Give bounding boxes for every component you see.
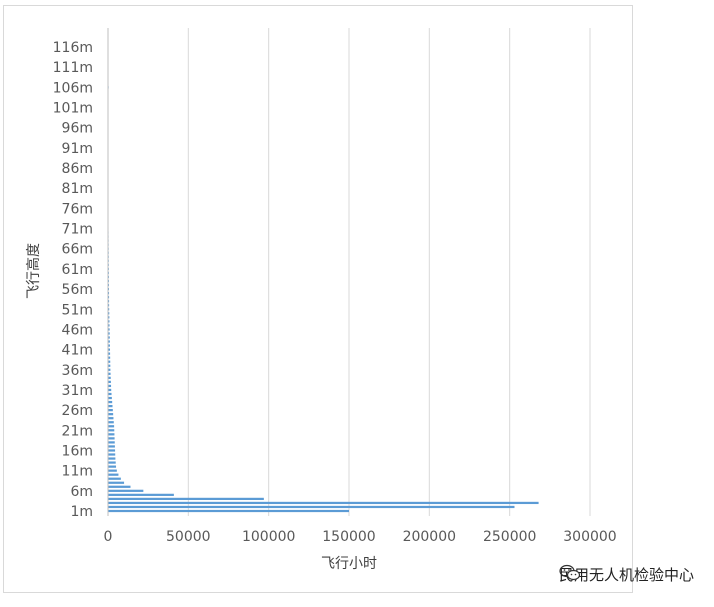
y-tick-label: 6m <box>70 484 93 500</box>
bar <box>108 356 111 359</box>
y-tick-label: 111m <box>53 60 93 76</box>
bar <box>108 421 114 424</box>
bar <box>108 469 117 472</box>
bar <box>108 300 110 303</box>
bar <box>108 505 515 509</box>
y-tick-label: 61m <box>62 262 93 278</box>
bar <box>108 429 115 432</box>
y-tick-label: 86m <box>62 161 93 177</box>
bar <box>108 324 110 327</box>
bar <box>108 312 110 315</box>
bar <box>108 308 110 311</box>
x-tick-label: 200000 <box>403 529 456 545</box>
bar <box>108 489 144 492</box>
bar <box>108 296 110 299</box>
y-tick-label: 81m <box>62 181 93 197</box>
bar <box>108 481 125 484</box>
bar <box>108 409 113 412</box>
bar <box>108 465 117 468</box>
x-axis-title: 飞行小时 <box>321 556 377 572</box>
bar <box>108 316 110 319</box>
bar <box>108 352 111 355</box>
bar <box>108 372 111 375</box>
y-tick-label: 11m <box>62 464 93 480</box>
y-tick-label: 51m <box>62 302 93 318</box>
bar <box>108 473 119 476</box>
y-tick-label: 41m <box>62 343 93 359</box>
y-tick-label: 106m <box>53 80 93 96</box>
y-tick-label: 56m <box>62 282 93 298</box>
bar <box>108 445 115 448</box>
y-axis-title: 飞行高度 <box>25 243 42 299</box>
bar <box>108 441 115 444</box>
x-tick-label: 50000 <box>166 529 211 545</box>
bar <box>108 417 114 420</box>
bar <box>108 497 264 501</box>
y-tick-label: 1m <box>70 504 93 520</box>
bar <box>108 400 113 404</box>
bar <box>108 320 110 323</box>
x-tick-label: 100000 <box>242 529 295 545</box>
y-tick-label: 96m <box>62 121 93 137</box>
bar <box>108 509 349 513</box>
bar <box>108 368 111 371</box>
bar <box>108 304 110 307</box>
bar <box>108 332 110 335</box>
y-tick-label: 76m <box>62 201 93 217</box>
x-tick-label: 300000 <box>563 529 616 545</box>
bar <box>108 493 174 496</box>
y-tick-label: 26m <box>62 403 93 419</box>
bar <box>108 384 112 388</box>
bar <box>108 336 110 339</box>
bar <box>108 396 112 400</box>
x-tick-label: 250000 <box>483 529 536 545</box>
bar <box>108 348 111 351</box>
y-tick-label: 21m <box>62 423 93 439</box>
bar <box>108 292 110 295</box>
bar <box>108 340 110 343</box>
bar <box>108 425 115 428</box>
bars <box>108 37 539 513</box>
bar <box>108 344 110 347</box>
y-tick-label: 36m <box>62 363 93 379</box>
watermark-text: 民用无人机检验中心 <box>558 566 694 584</box>
bar <box>108 328 110 331</box>
wechat-icon <box>559 564 581 581</box>
bar <box>108 413 114 416</box>
y-tick-label: 71m <box>62 222 93 238</box>
x-tick-label: 0 <box>104 529 113 545</box>
x-tick-labels: 0 50000 100000 150000 200000 250000 300000 <box>104 529 617 545</box>
x-tick-label: 150000 <box>322 529 375 545</box>
bar <box>108 457 116 460</box>
bar <box>108 364 111 367</box>
bar <box>108 485 131 488</box>
y-tick-labels: 1m 6m 11m 16m 21m 26m 31m 36m 41m 46m 51m 56m 61m 66m… <box>53 40 93 520</box>
bar <box>108 392 112 396</box>
gridlines <box>187 28 591 516</box>
y-tick-label: 116m <box>53 40 93 56</box>
bar <box>108 453 116 456</box>
y-tick-label: 66m <box>62 242 93 258</box>
bar <box>108 376 111 379</box>
bar <box>108 404 113 408</box>
bar <box>108 433 115 436</box>
bar <box>108 437 115 440</box>
bar <box>108 449 116 452</box>
y-tick-label: 16m <box>62 444 93 460</box>
bar <box>108 380 111 383</box>
bar <box>108 501 539 505</box>
y-tick-label: 46m <box>62 322 93 338</box>
bar <box>108 388 112 392</box>
watermark: 民用无人机检验中心 <box>559 564 694 585</box>
bar <box>108 461 116 464</box>
y-tick-label: 101m <box>53 101 93 117</box>
bar <box>108 477 121 480</box>
y-tick-label: 31m <box>62 383 93 399</box>
y-tick-label: 91m <box>62 141 93 157</box>
bar <box>108 360 111 363</box>
